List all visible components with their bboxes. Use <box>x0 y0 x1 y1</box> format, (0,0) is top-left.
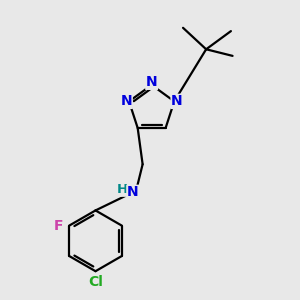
Text: N: N <box>127 185 139 200</box>
Text: N: N <box>171 94 183 108</box>
Text: Cl: Cl <box>88 275 103 289</box>
Text: N: N <box>121 94 132 108</box>
Text: H: H <box>117 183 128 196</box>
Text: F: F <box>54 219 63 232</box>
Text: N: N <box>146 75 158 89</box>
